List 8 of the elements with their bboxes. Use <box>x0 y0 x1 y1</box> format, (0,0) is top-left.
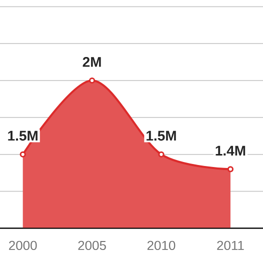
data-label: 1.4M <box>216 146 246 156</box>
x-tick-label: 2005 <box>78 240 106 250</box>
data-label: 1.5M <box>146 130 176 141</box>
data-label: 2M <box>82 57 101 67</box>
x-tick-label: 2010 <box>147 240 176 250</box>
data-label: 1.5M <box>8 130 38 141</box>
x-tick-label: 2011 <box>217 240 244 250</box>
x-tick-label: 2000 <box>9 240 37 250</box>
